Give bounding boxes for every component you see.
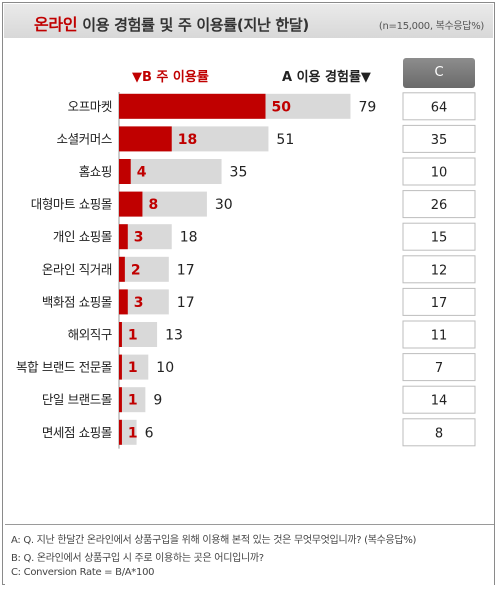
c-value: 64 — [431, 100, 448, 115]
bar-b — [119, 354, 122, 380]
bar-b-value: 50 — [272, 99, 292, 115]
sample-note: (n=15,000, 복수응답%) — [378, 21, 484, 32]
category-label: 개인 쇼핑몰 — [53, 229, 112, 244]
footnotes: A: Q. 지난 한달간 온라인에서 상품구입을 위해 이용해 본적 있는 것은… — [5, 524, 494, 587]
bar-b-value: 8 — [148, 197, 158, 213]
title-highlight: 온라인 — [34, 15, 78, 34]
category-label: 온라인 직거래 — [42, 262, 112, 277]
bar-b-value: 4 — [137, 165, 147, 181]
title-rest: 이용 경험률 및 주 이용률(지난 한달) — [82, 16, 309, 34]
bar-b — [119, 387, 122, 413]
bar-a-value: 6 — [145, 425, 154, 441]
bar-a-value: 18 — [180, 230, 198, 246]
bar-a — [119, 387, 146, 413]
bar-b — [119, 224, 128, 250]
bar-b-value: 1 — [128, 360, 138, 376]
category-label: 복합 브랜드 전문몰 — [16, 360, 112, 375]
c-cell — [402, 157, 476, 186]
c-cell — [402, 320, 476, 349]
column-c-header: C — [403, 58, 475, 88]
bar-b — [119, 93, 266, 119]
bar-a — [119, 354, 149, 380]
c-value: 17 — [431, 296, 448, 311]
c-value: 14 — [431, 394, 448, 409]
bar-a-value: 79 — [358, 99, 376, 115]
bar-a-value: 10 — [156, 360, 174, 376]
bar-a-value: 9 — [153, 393, 162, 409]
bar-a — [119, 159, 222, 184]
bar-a-value: 17 — [177, 262, 195, 278]
bar-b-value: 18 — [178, 132, 197, 148]
bar-b — [119, 159, 131, 184]
category-label: 오프마켓 — [68, 99, 112, 114]
bar-b — [119, 256, 125, 282]
footnote-b: B: Q. 온라인에서 상품구입 시 주로 이용하는 곳은 어디입니까? — [11, 553, 264, 564]
footnote-c: C: Conversion Rate = B/A*100 — [11, 567, 155, 578]
c-cell — [402, 353, 476, 382]
header-bar: 온라인 이용 경험률 및 주 이용률(지난 한달) (n=15,000, 복수응… — [4, 4, 493, 38]
bar-a-value: 51 — [276, 132, 294, 148]
bar-b-value: 2 — [131, 262, 141, 278]
bar-a-value: 35 — [230, 165, 248, 181]
bar-b — [119, 419, 122, 445]
bar-b-value: 1 — [128, 328, 138, 344]
footnote-a: A: Q. 지난 한달간 온라인에서 상품구입을 위해 이용해 본적 있는 것은… — [11, 535, 417, 546]
bar-b — [119, 126, 172, 152]
chart-title: 온라인 이용 경험률 및 주 이용률(지난 한달) — [34, 11, 309, 35]
bar-b-value: 1 — [128, 393, 138, 409]
category-label: 대형마트 쇼핑몰 — [31, 197, 112, 212]
category-label: 단일 브랜드몰 — [42, 392, 112, 407]
c-value: 8 — [435, 426, 443, 441]
category-label: 해외직구 — [68, 327, 112, 342]
bar-a-value: 30 — [215, 197, 233, 213]
c-value: 12 — [431, 263, 448, 278]
bar-b — [119, 322, 122, 347]
category-label: 홈쇼핑 — [79, 164, 112, 179]
c-value: 35 — [431, 133, 448, 148]
c-value: 15 — [431, 231, 448, 246]
bar-a-value: 13 — [165, 328, 183, 344]
bar-b — [119, 289, 128, 315]
bar-a-value: 17 — [177, 295, 195, 311]
c-value: 26 — [431, 198, 448, 213]
bar-a — [119, 256, 169, 282]
c-cell — [402, 92, 476, 121]
legend-b: ▼B 주 이용률 — [132, 70, 209, 85]
c-value: 10 — [431, 166, 448, 181]
bar-b-value: 1 — [128, 425, 138, 441]
c-cell — [402, 190, 476, 219]
bar-b — [119, 191, 143, 217]
bar-b-value: 3 — [134, 295, 144, 311]
c-cell — [402, 418, 476, 447]
c-cell — [402, 385, 476, 414]
bar-b-value: 3 — [134, 230, 144, 246]
c-cell — [402, 287, 476, 316]
c-cell — [402, 124, 476, 153]
bar-a — [119, 322, 158, 347]
c-value: 7 — [435, 361, 443, 376]
category-label: 소셜커머스 — [56, 131, 112, 146]
category-label: 백화점 쇼핑몰 — [42, 294, 112, 309]
c-cell — [402, 255, 476, 284]
c-cell — [402, 222, 476, 251]
category-label: 면세점 쇼핑몰 — [42, 425, 112, 440]
legend-a: A 이용 경험률▼ — [282, 70, 371, 85]
bar-a — [119, 419, 137, 445]
c-value: 11 — [431, 329, 448, 344]
